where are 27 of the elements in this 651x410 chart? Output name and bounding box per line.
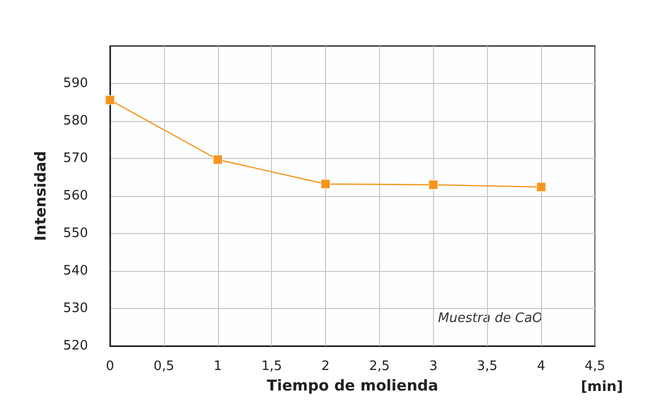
y-tick-label: 520 xyxy=(63,338,88,354)
x-tick-label: 2,5 xyxy=(369,359,390,374)
x-tick-label: 0 xyxy=(106,359,114,374)
x-tick-label: 0,5 xyxy=(154,359,174,374)
y-tick-label: 550 xyxy=(63,226,88,241)
point xyxy=(428,180,438,190)
point xyxy=(320,179,330,189)
point xyxy=(536,182,546,192)
x-axis-title: Tiempo de molienda xyxy=(266,376,438,394)
x-tick-label: 3 xyxy=(429,359,438,374)
annotation: Muestra de CaO xyxy=(438,311,542,326)
y-tick-label: 530 xyxy=(63,301,88,316)
x-tick-label: 3,5 xyxy=(476,359,498,374)
x-tick-label: 4,5 xyxy=(584,359,606,374)
y-tick-label: 580 xyxy=(63,114,88,128)
x-tick-label: 1 xyxy=(214,359,222,374)
y-tick-label: 590 xyxy=(63,76,88,91)
y-axis-title: Intensidad xyxy=(32,151,50,241)
y-tick-label: 570 xyxy=(63,151,88,166)
y-tick-label: 540 xyxy=(63,264,88,278)
y-tick-label: 560 xyxy=(63,188,88,204)
point xyxy=(105,95,115,105)
text: [min] xyxy=(580,379,624,395)
x-tick-label: 4 xyxy=(536,359,546,374)
x-tick-label: 1,5 xyxy=(261,359,282,374)
x-tick-label: 2 xyxy=(321,359,330,374)
point xyxy=(213,154,223,164)
